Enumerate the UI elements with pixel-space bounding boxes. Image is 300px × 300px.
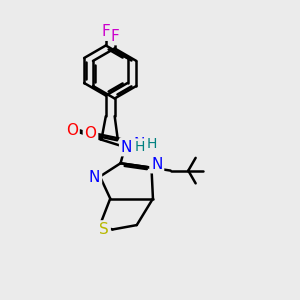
Text: O: O [66, 123, 78, 138]
Text: N: N [133, 136, 145, 152]
Text: F: F [110, 28, 119, 44]
Text: H: H [134, 140, 145, 154]
Text: H: H [147, 137, 157, 151]
Text: N: N [89, 170, 100, 185]
Text: F: F [101, 24, 110, 39]
Text: N: N [151, 157, 163, 172]
Text: S: S [99, 222, 109, 237]
Text: N: N [121, 140, 132, 154]
Text: O: O [85, 126, 97, 141]
